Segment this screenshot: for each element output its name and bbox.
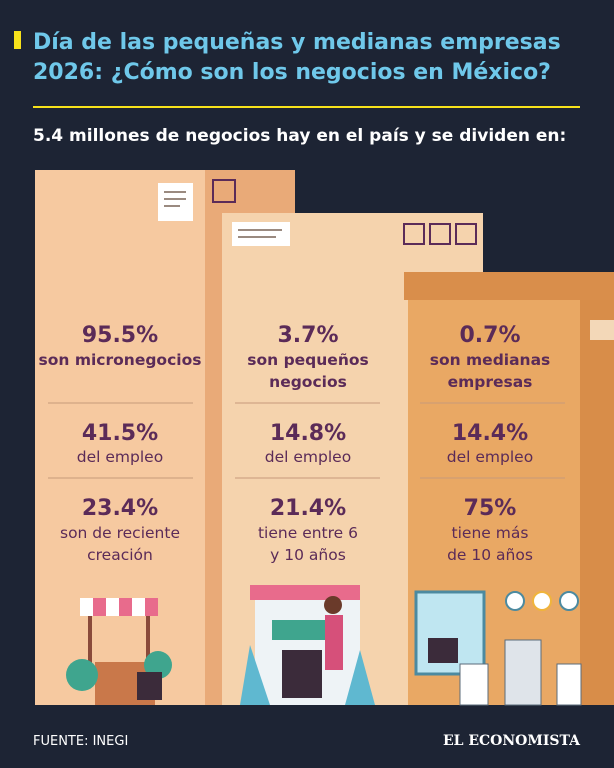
stat-label: de 10 años	[447, 546, 533, 564]
stat-label: tiene entre 6	[258, 524, 358, 542]
title-marker	[14, 31, 21, 49]
stat-value: 23.4%	[82, 496, 158, 521]
stat-value: 3.7%	[277, 323, 338, 348]
title-line: Día de las pequeñas y medianas empresas	[33, 30, 561, 55]
illustration-office	[414, 590, 582, 706]
stat-value: 21.4%	[270, 496, 346, 521]
stat-value: 14.8%	[270, 421, 346, 446]
dividers	[48, 402, 565, 479]
stat-value: 75%	[464, 496, 517, 521]
stat-label: del empleo	[265, 448, 351, 466]
source: FUENTE: INEGI	[33, 734, 128, 749]
stat-label: del empleo	[77, 448, 163, 466]
illustration-bakery	[240, 585, 375, 705]
brand: EL ECONOMISTA	[443, 733, 581, 749]
stat-label: tiene más	[452, 524, 529, 542]
stat-value: 14.4%	[452, 421, 528, 446]
illustration-stall	[66, 598, 172, 705]
stat-label: son medianas	[430, 351, 551, 369]
stat-value: 41.5%	[82, 421, 158, 446]
subtitle: 5.4 millones de negocios hay en el país …	[33, 126, 566, 146]
stat-value: 95.5%	[82, 323, 158, 348]
stat-label: son de reciente	[60, 524, 180, 542]
stat-label: empresas	[448, 373, 533, 391]
stat-label: negocios	[269, 373, 347, 391]
stat-label: y 10 años	[270, 546, 346, 564]
stat-label: son pequeños	[247, 351, 368, 369]
stat-label: del empleo	[447, 448, 533, 466]
stat-label: son micronegocios	[39, 351, 202, 369]
stat-value: 0.7%	[459, 323, 520, 348]
title-line: 2026: ¿Cómo son los negocios en México?	[33, 60, 551, 85]
stat-label: creación	[87, 546, 153, 564]
